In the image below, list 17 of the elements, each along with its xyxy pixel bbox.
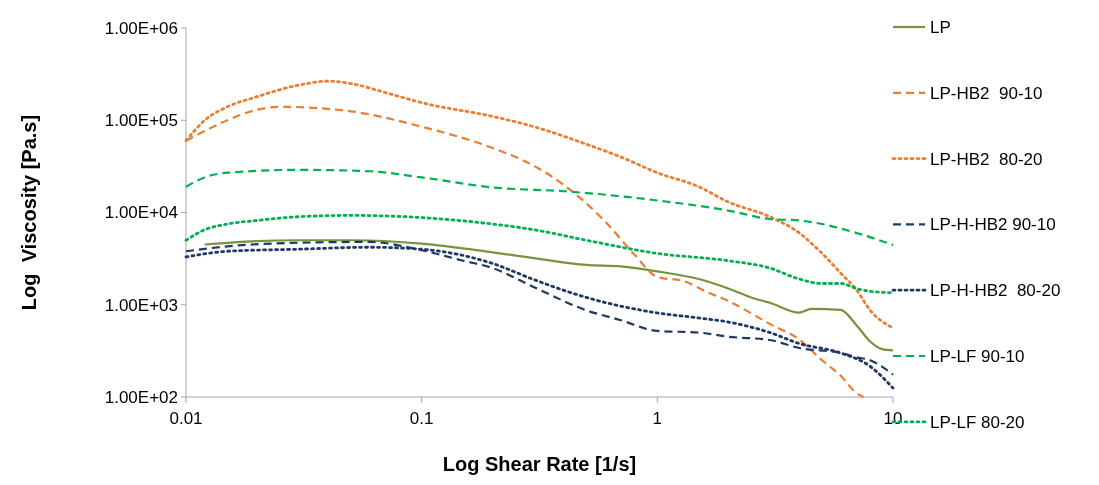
legend-label: LP-LF 90-10 — [930, 346, 1025, 366]
legend-label: LP-H-HB2 90-10 — [930, 215, 1056, 235]
y-tick-label: 1.00E+04 — [104, 203, 178, 223]
y-axis-title: Log Viscosity [Pa.s] — [18, 114, 40, 311]
legend-label: LP — [930, 17, 951, 37]
legend-label: LP-H-HB2 80-20 — [930, 281, 1061, 301]
legend-label: LP-HB2 80-20 — [930, 149, 1043, 169]
y-tick-label: 1.00E+02 — [104, 387, 178, 407]
legend-label: LP-LF 80-20 — [930, 412, 1025, 432]
x-tick-label: 0.1 — [409, 409, 434, 428]
y-tick-label: 1.00E+05 — [104, 111, 178, 131]
legend-label: LP-HB2 90-10 — [930, 83, 1043, 103]
y-tick-label: 1.00E+06 — [104, 18, 178, 38]
x-tick-label: 1 — [652, 409, 663, 428]
x-tick-label: 0.01 — [169, 409, 203, 428]
y-tick-label: 1.00E+03 — [104, 295, 178, 315]
x-axis-title: Log Shear Rate [1/s] — [442, 453, 637, 475]
